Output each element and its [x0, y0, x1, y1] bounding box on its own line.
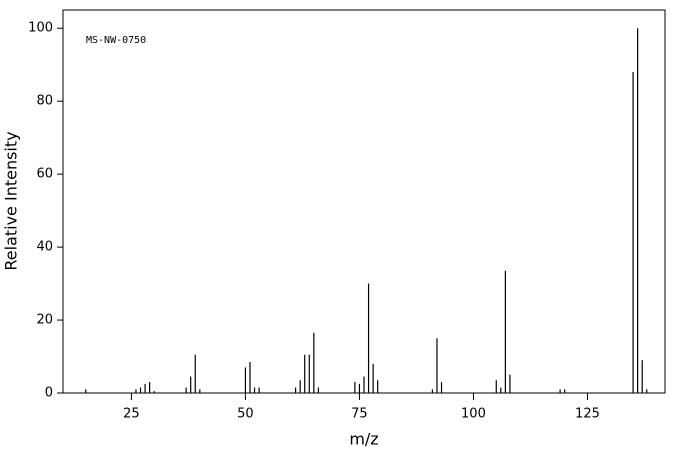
x-axis-label: m/z: [349, 430, 378, 449]
y-tick-label: 0: [45, 386, 53, 401]
x-tick-label: 50: [237, 407, 254, 422]
y-tick-label: 80: [36, 94, 53, 109]
x-tick-label: 125: [575, 407, 600, 422]
y-tick-label: 40: [36, 240, 53, 255]
y-tick-label: 60: [36, 167, 53, 182]
y-tick-label: 20: [36, 313, 53, 328]
y-tick-label: 100: [28, 21, 53, 36]
x-tick-label: 75: [351, 407, 368, 422]
annotation: MS-NW-0750: [86, 35, 146, 46]
x-tick-label: 25: [123, 407, 140, 422]
plot-frame: [62, 9, 666, 394]
y-axis-label: Relative Intensity: [2, 131, 21, 270]
x-tick-label: 100: [461, 407, 486, 422]
